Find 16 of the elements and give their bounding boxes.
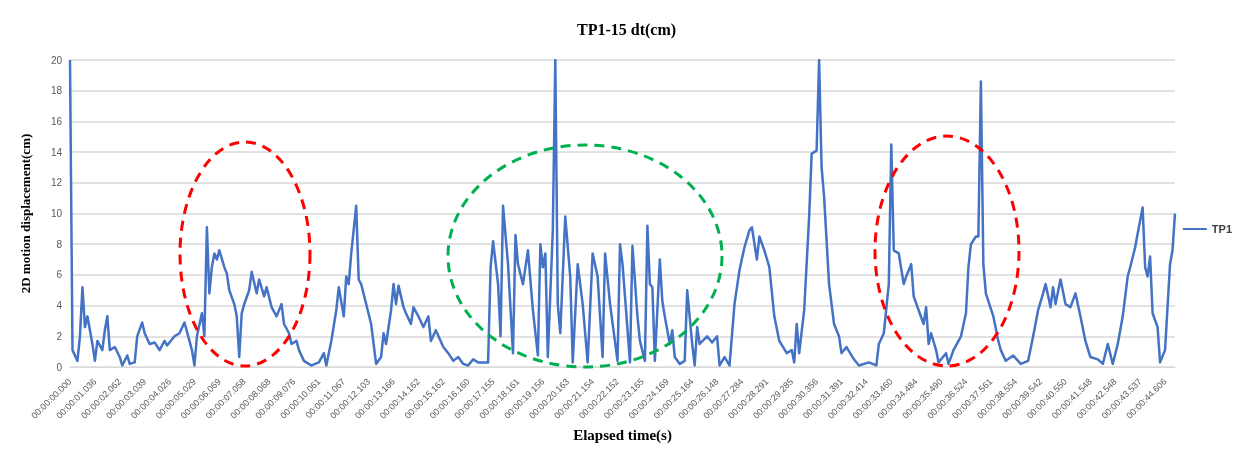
y-tick-label: 10 bbox=[50, 208, 63, 219]
y-tick-label: 6 bbox=[56, 269, 63, 281]
chart-title: TP1-15 dt(cm) bbox=[576, 20, 677, 39]
x-axis-title: Elapsed time(s) bbox=[573, 426, 672, 444]
y-tick-label: 14 bbox=[50, 146, 63, 158]
y-tick-label: 12 bbox=[50, 177, 63, 189]
y-tick-label: 20 bbox=[50, 54, 63, 66]
y-axis-title: 2D motion displacement(cm) bbox=[18, 133, 33, 294]
y-tick-label: 16 bbox=[50, 115, 63, 127]
y-tick-label: 2 bbox=[56, 330, 63, 342]
line-series bbox=[68, 58, 1177, 367]
y-tick-label: 18 bbox=[50, 85, 63, 97]
y-tick-label: 8 bbox=[56, 238, 63, 250]
y-tick-label: 4 bbox=[56, 300, 63, 312]
legend-label: TP1 bbox=[1211, 223, 1233, 235]
y-tick-label: 0 bbox=[56, 361, 63, 373]
